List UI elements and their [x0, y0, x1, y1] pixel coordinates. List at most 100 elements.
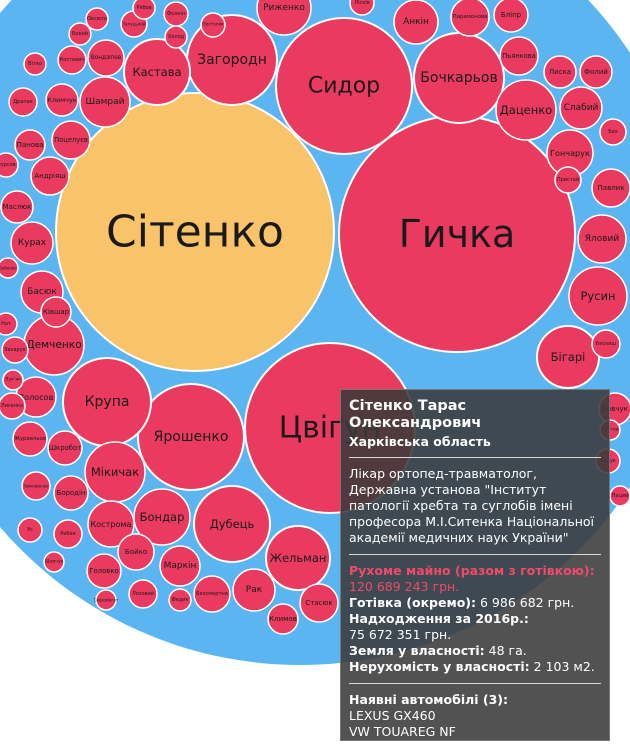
- bubble-label: Безсмертна: [196, 591, 228, 597]
- bubble[interactable]: [568, 266, 628, 326]
- bubble[interactable]: [265, 525, 331, 591]
- bubble[interactable]: [159, 545, 201, 587]
- bubble[interactable]: [164, 25, 188, 49]
- bubble-label: Сидор: [308, 74, 380, 99]
- bubble[interactable]: [2, 369, 24, 391]
- bubble[interactable]: [95, 589, 117, 611]
- bubble[interactable]: [43, 551, 65, 573]
- bubble-label: Захарук: [4, 347, 25, 353]
- bubble[interactable]: [256, 0, 312, 36]
- bubble[interactable]: [543, 55, 577, 89]
- car-item: VW TOUAREG NF: [349, 724, 456, 739]
- bubble-label: Костевич: [60, 57, 85, 63]
- bubble[interactable]: [1, 336, 29, 364]
- bubble[interactable]: [591, 168, 630, 208]
- bubble[interactable]: [51, 120, 91, 160]
- bubble[interactable]: [193, 485, 271, 563]
- bubble[interactable]: [40, 296, 72, 328]
- income-value: 75 672 351 грн.: [349, 627, 452, 642]
- bubble-label: Шкробот: [49, 444, 82, 452]
- bubble[interactable]: [133, 488, 191, 546]
- bubble[interactable]: [579, 55, 613, 89]
- bubble[interactable]: [554, 166, 582, 194]
- bubble[interactable]: [123, 38, 191, 106]
- bubble-label: Маслюк: [3, 203, 32, 211]
- bubble[interactable]: [0, 190, 34, 224]
- cash-value: 6 986 682 грн.: [479, 595, 575, 610]
- bubble-label: Паций: [612, 492, 629, 499]
- bubble[interactable]: [53, 475, 89, 511]
- bubble-label: Басюк: [27, 287, 57, 297]
- bubble[interactable]: [132, 0, 156, 20]
- bubble[interactable]: [87, 39, 125, 77]
- bubble-label: Федик: [171, 597, 188, 603]
- bubble[interactable]: [495, 79, 557, 141]
- bubble[interactable]: [12, 421, 48, 457]
- bubble[interactable]: [168, 588, 192, 612]
- bubble[interactable]: [536, 325, 600, 389]
- bubble[interactable]: [8, 87, 38, 117]
- bubble[interactable]: [393, 0, 439, 45]
- bubble[interactable]: [53, 519, 83, 549]
- bubble-label: Шевчук: [44, 559, 63, 565]
- bubble[interactable]: [200, 12, 226, 38]
- bubble[interactable]: [68, 22, 92, 46]
- bubble[interactable]: [10, 221, 54, 265]
- bubble[interactable]: [349, 0, 375, 16]
- bubble[interactable]: [21, 471, 51, 501]
- bubble-label: Кастава: [132, 65, 181, 79]
- bubble[interactable]: [275, 17, 413, 155]
- bubble-label: Вовчук: [602, 405, 628, 413]
- bubble[interactable]: [0, 257, 19, 279]
- bubble[interactable]: [87, 500, 135, 548]
- bubble[interactable]: [599, 118, 627, 146]
- bubble[interactable]: [299, 583, 339, 623]
- bubble[interactable]: [128, 579, 158, 609]
- car-item: SKODA SUPERB: [349, 740, 446, 755]
- bubble[interactable]: [0, 152, 19, 178]
- bubble-label: Рябов: [136, 5, 151, 11]
- bubble-label: Постоляк: [202, 22, 224, 28]
- bubble[interactable]: [79, 76, 131, 128]
- bubble-label: Рак: [246, 585, 263, 595]
- bubble[interactable]: [591, 329, 621, 359]
- bubble[interactable]: [30, 156, 70, 196]
- bubble[interactable]: [45, 83, 79, 117]
- bubble[interactable]: [267, 603, 299, 635]
- movable-property-label: Рухоме майно (разом з готівкою):: [349, 563, 595, 578]
- bubble[interactable]: [493, 0, 529, 33]
- bubble[interactable]: [0, 392, 26, 420]
- bubble[interactable]: [85, 7, 109, 31]
- bubble-label: Бліпр: [501, 11, 522, 19]
- bubble[interactable]: [86, 553, 122, 589]
- bubble-label: Лозовий: [132, 590, 154, 597]
- bubble[interactable]: [57, 45, 87, 75]
- bubble[interactable]: [577, 214, 627, 264]
- tooltip-divider: [349, 683, 601, 684]
- bubble[interactable]: [0, 312, 18, 336]
- tooltip-region: Харківська область: [349, 434, 491, 449]
- bubble[interactable]: [55, 92, 335, 372]
- bubble[interactable]: [193, 575, 231, 613]
- bubble-label: Анкін: [403, 17, 429, 27]
- bubble[interactable]: [14, 129, 46, 161]
- bubble[interactable]: [232, 568, 276, 612]
- bubble[interactable]: [499, 36, 539, 76]
- bubble-label: Русин: [580, 289, 615, 303]
- bubble-label: Парамонова: [453, 14, 488, 20]
- bubble[interactable]: [559, 86, 603, 130]
- bubble[interactable]: [137, 383, 245, 491]
- bubble-label: Лисенко: [1, 403, 23, 409]
- income-label: Надходження за 2016р.:: [349, 611, 529, 626]
- land-label: Земля у власності:: [349, 643, 485, 658]
- bubble[interactable]: [23, 52, 47, 76]
- bubble-label: Стасюк: [305, 599, 332, 607]
- bubble[interactable]: [450, 0, 490, 37]
- bubble-label: Риженко: [263, 3, 305, 13]
- bubble[interactable]: [117, 533, 155, 571]
- bubble[interactable]: [47, 430, 83, 466]
- bubble[interactable]: [609, 485, 630, 507]
- bubble-label: Бабенко: [0, 266, 17, 271]
- bubble-label: Рибак: [60, 531, 75, 537]
- bubble[interactable]: [17, 517, 43, 543]
